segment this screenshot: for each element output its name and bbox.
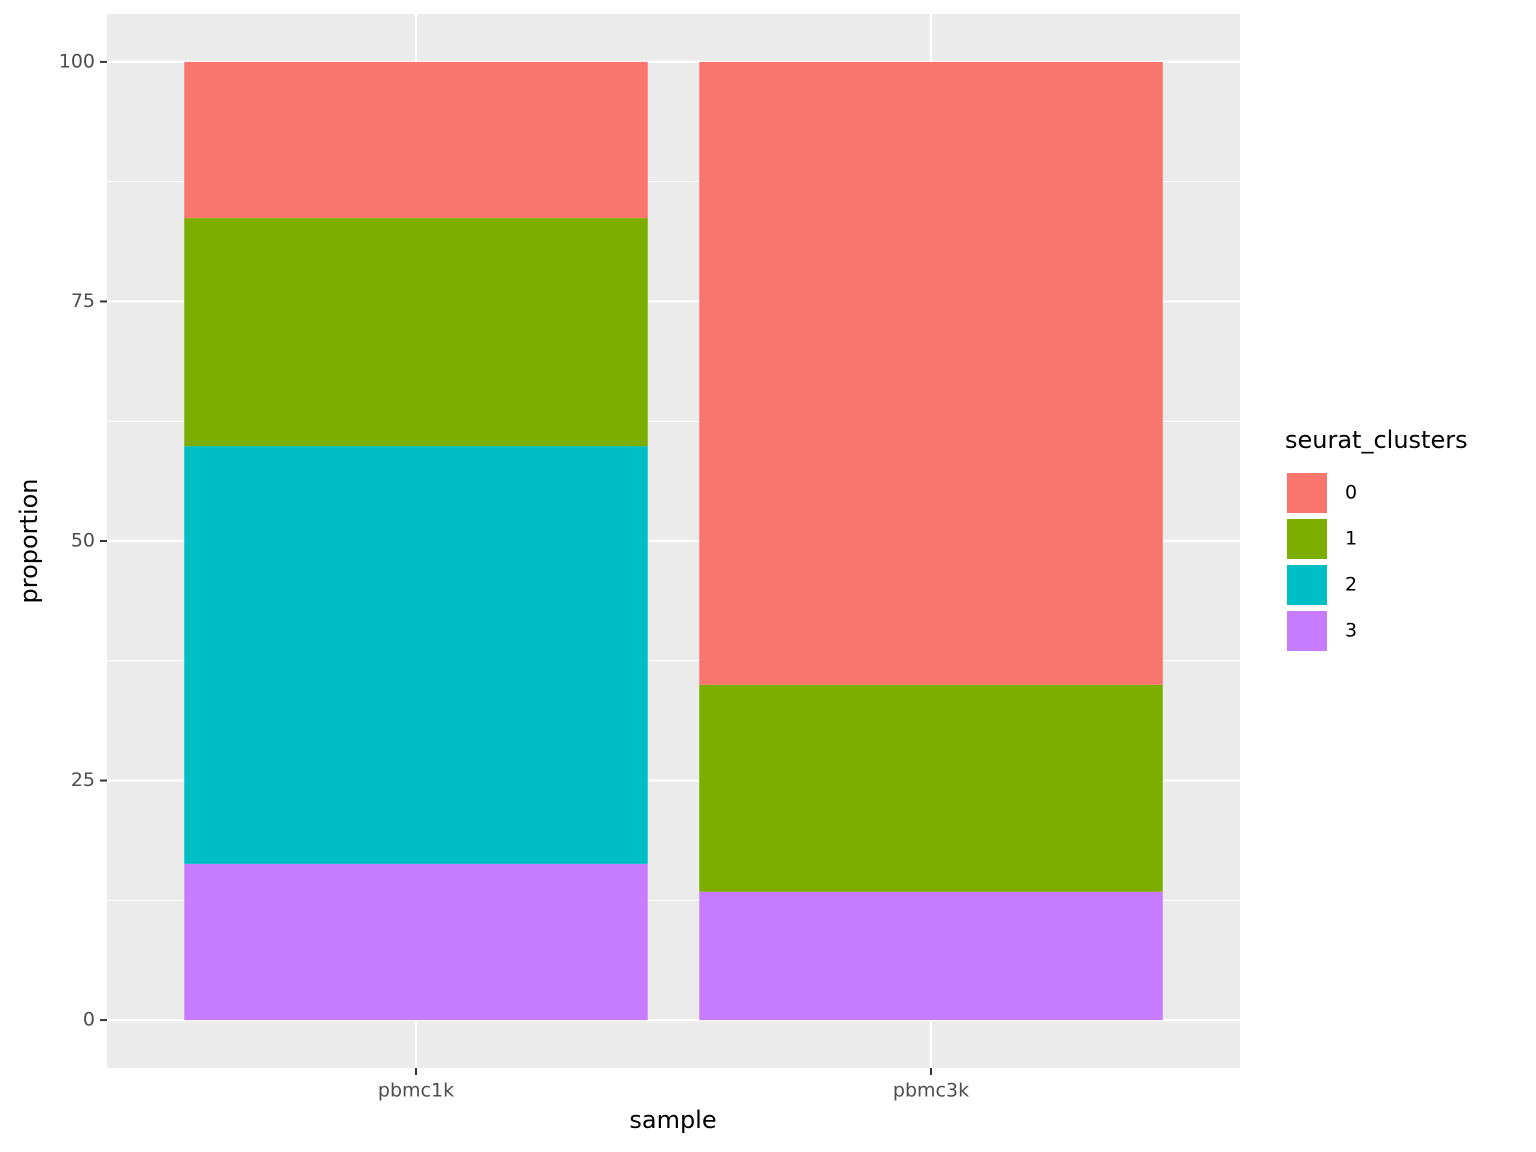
legend-label: 0 [1345, 482, 1357, 504]
x-tick-label: pbmc1k [378, 1080, 454, 1102]
y-tick-label: 100 [59, 50, 95, 72]
bar-segment [184, 61, 648, 219]
x-axis-title: sample [629, 1106, 716, 1134]
y-tick-label: 25 [71, 769, 95, 791]
legend-title: seurat_clusters [1285, 426, 1468, 454]
legend-key [1285, 609, 1329, 653]
bar-segment [184, 863, 648, 1021]
bar-segment [699, 891, 1163, 1021]
legend-key [1285, 471, 1329, 515]
y-tick-label: 75 [71, 290, 95, 312]
x-tick-label: pbmc3k [893, 1080, 969, 1102]
bar-segment [699, 61, 1163, 685]
y-tick-label: 50 [71, 530, 95, 552]
y-axis-title: proportion [15, 478, 43, 603]
legend-label: 2 [1345, 574, 1357, 596]
legend-key [1285, 517, 1329, 561]
bar-segment [184, 446, 648, 864]
bar-segment [184, 218, 648, 447]
legend-label: 3 [1345, 620, 1357, 642]
y-tick-label: 0 [83, 1009, 95, 1031]
legend-label: 1 [1345, 528, 1357, 550]
bar-segment [699, 684, 1163, 892]
legend-key [1285, 563, 1329, 607]
